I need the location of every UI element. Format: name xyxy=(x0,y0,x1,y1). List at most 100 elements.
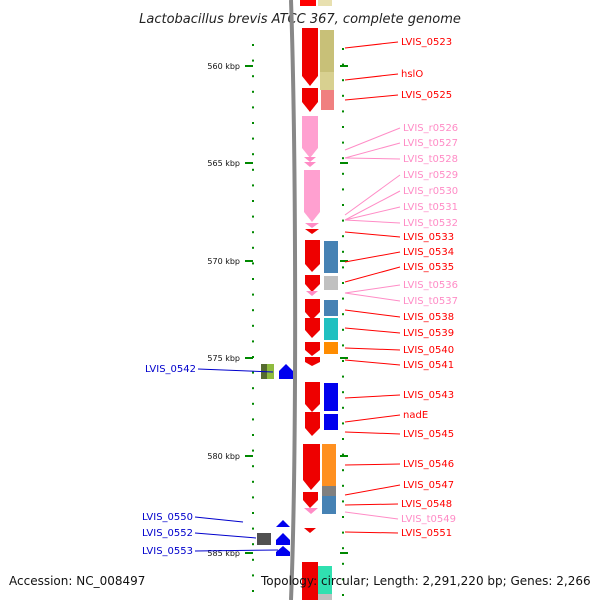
rna-arrow xyxy=(304,157,316,162)
guide-dot xyxy=(252,278,254,280)
gene-arrow xyxy=(305,240,320,272)
gene-arrow xyxy=(303,444,320,490)
gene-arrow xyxy=(305,318,320,338)
gene-label[interactable]: LVIS_t0537 xyxy=(403,296,458,307)
guide-dot xyxy=(342,48,344,50)
gene-label[interactable]: LVIS_0541 xyxy=(403,360,454,371)
guide-dot xyxy=(252,246,254,249)
guide-dot xyxy=(342,406,344,409)
gene-label[interactable]: LVIS_0551 xyxy=(401,528,452,539)
gene-label[interactable]: LVIS_r0530 xyxy=(403,186,458,197)
gene-label[interactable]: LVIS_0550 xyxy=(142,512,193,523)
annotation-boxes xyxy=(318,30,338,600)
leader-line xyxy=(344,463,401,466)
guide-dot xyxy=(252,434,254,436)
leader-line xyxy=(344,347,401,351)
guide-dot xyxy=(342,250,344,253)
gene-arrow xyxy=(305,382,320,412)
gene-arrow xyxy=(276,520,290,527)
left-gene-labels: LVIS_0542 LVIS_0550 LVIS_0552 LVIS_0553 xyxy=(142,364,279,557)
gene-label[interactable]: hslO xyxy=(401,69,423,80)
feature-box xyxy=(318,0,332,6)
guide-dot xyxy=(342,594,344,596)
guide-dot xyxy=(252,75,254,78)
guide-dot xyxy=(342,219,344,222)
leader-line xyxy=(344,284,401,294)
right-gene-labels: LVIS_0523 hslO LVIS_0525 LVIS_r0526 LVIS_t05… xyxy=(344,37,458,539)
gene-label[interactable]: LVIS_0546 xyxy=(403,459,454,470)
feature-box xyxy=(324,276,338,290)
leader-line xyxy=(344,41,399,49)
leader-line xyxy=(344,231,401,238)
leader-line xyxy=(344,206,401,221)
guide-dot xyxy=(252,558,254,561)
feature-box xyxy=(257,533,271,545)
gene-label[interactable]: LVIS_0540 xyxy=(403,345,454,356)
tick-mark xyxy=(245,357,253,359)
gene-label[interactable]: LVIS_0548 xyxy=(401,499,452,510)
leader-line xyxy=(344,327,401,334)
guide-dot xyxy=(252,231,254,234)
guide-dot xyxy=(342,141,344,144)
guide-dot xyxy=(252,496,254,499)
gene-label[interactable]: LVIS_0542 xyxy=(145,364,196,375)
guide-dot xyxy=(342,391,344,394)
guide-dot xyxy=(252,137,254,140)
guide-dot xyxy=(252,387,254,390)
gene-label[interactable]: LVIS_r0526 xyxy=(403,123,458,134)
guide-dot xyxy=(342,375,344,378)
gene-label[interactable]: LVIS_t0536 xyxy=(403,280,458,291)
gene-arrow xyxy=(279,364,293,379)
tick-mark xyxy=(245,162,253,164)
gene-arrow xyxy=(305,275,320,292)
leader-line xyxy=(344,142,401,159)
guide-dot xyxy=(342,266,344,269)
gene-label[interactable]: nadE xyxy=(403,410,428,421)
gene-label[interactable]: LVIS_0538 xyxy=(403,312,454,323)
guide-dot xyxy=(252,527,254,530)
feature-box xyxy=(320,30,334,72)
guide-dot xyxy=(342,313,344,316)
guide-dot xyxy=(342,126,344,128)
gene-label[interactable]: LVIS_0545 xyxy=(403,429,454,440)
gene-label[interactable]: LVIS_r0529 xyxy=(403,170,458,181)
scale-ticks: 560 kbp 565 kbp 570 kbp 575 kbp 580 kbp 585 k… xyxy=(207,62,348,558)
gene-label[interactable]: LVIS_0553 xyxy=(142,546,193,557)
feature-box xyxy=(324,342,338,354)
gene-label[interactable]: LVIS_0535 xyxy=(403,262,454,273)
guide-dot xyxy=(342,157,344,160)
gene-arrow xyxy=(305,412,320,436)
guide-dot xyxy=(342,360,344,362)
guide-dot xyxy=(342,282,344,284)
feature-box xyxy=(322,496,336,514)
gene-label[interactable]: LVIS_0525 xyxy=(401,90,452,101)
gene-label[interactable]: LVIS_0547 xyxy=(403,480,454,491)
leader-line xyxy=(344,94,399,101)
gene-label[interactable]: LVIS_t0549 xyxy=(401,514,456,525)
guide-dot xyxy=(342,453,344,456)
gene-label[interactable]: LVIS_0534 xyxy=(403,247,454,258)
gene-arrow xyxy=(302,28,318,86)
rna-arrow xyxy=(302,116,318,158)
feature-box xyxy=(324,241,338,273)
feature-box xyxy=(318,566,332,600)
gene-label[interactable]: LVIS_0533 xyxy=(403,232,454,243)
gene-label[interactable]: LVIS_0539 xyxy=(403,328,454,339)
gene-label[interactable]: LVIS_0552 xyxy=(142,528,193,539)
gene-arrow xyxy=(300,0,316,6)
feature-box xyxy=(322,444,336,486)
gene-label[interactable]: LVIS_t0528 xyxy=(403,154,458,165)
guide-dot xyxy=(252,324,254,327)
leader-line xyxy=(344,266,401,283)
gene-arrow xyxy=(305,357,320,366)
gene-label[interactable]: LVIS_t0532 xyxy=(403,218,458,229)
gene-label[interactable]: LVIS_t0527 xyxy=(403,138,458,149)
leader-line xyxy=(344,309,401,318)
gene-label[interactable]: LVIS_0543 xyxy=(403,390,454,401)
tick-label: 580 kbp xyxy=(207,452,240,461)
tick-mark xyxy=(245,260,253,262)
gene-label[interactable]: LVIS_t0531 xyxy=(403,202,458,213)
gene-label[interactable]: LVIS_0523 xyxy=(401,37,452,48)
guide-dot xyxy=(252,200,254,202)
